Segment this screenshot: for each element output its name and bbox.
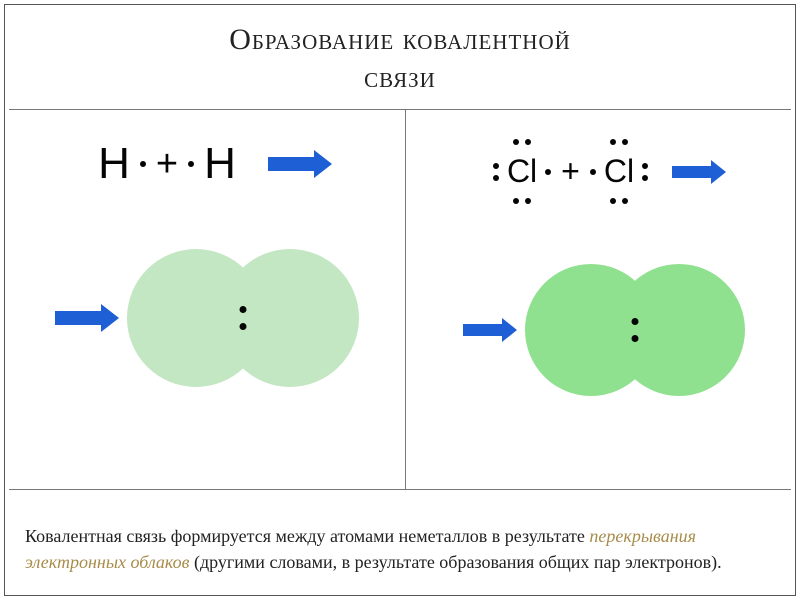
- cl-atom-right: Cl: [592, 139, 646, 204]
- cl-reactants-row: Cl + Cl: [406, 109, 800, 204]
- h-dot-right: [188, 161, 194, 167]
- cl-lonepair-bottom: [513, 198, 531, 204]
- h-symbol-left: H: [98, 139, 130, 188]
- title-line-1: Образование ковалентной: [229, 23, 571, 56]
- cl2-molecule: Cl Cl: [525, 264, 745, 396]
- caption-post: (другими словами, в результате образован…: [194, 552, 722, 572]
- cl-lonepair-top: [610, 139, 628, 145]
- caption-text: Ковалентная связь формируется между атом…: [25, 523, 775, 575]
- arrow-icon: [55, 311, 103, 325]
- cl-lonepair-right: [642, 163, 648, 181]
- h-dot-left: [140, 161, 146, 167]
- cl-product-row: Cl Cl: [406, 264, 800, 396]
- cl-single-dot-right: [545, 169, 551, 175]
- caption-pre: Ковалентная связь формируется между атом…: [25, 526, 589, 546]
- plus-sign-cl: +: [561, 153, 580, 190]
- shared-pair-cl2: [631, 318, 638, 342]
- cl-lonepair-top: [513, 139, 531, 145]
- h-symbol-right: H: [204, 139, 236, 188]
- cl-atom-left: Cl: [495, 139, 549, 204]
- cl-symbol: Cl: [507, 153, 537, 189]
- arrow-icon: [672, 166, 712, 178]
- cl-lonepair-bottom: [610, 198, 628, 204]
- arrow-icon: [268, 157, 316, 171]
- plus-sign-h: +: [156, 143, 178, 186]
- h-product-row: H H: [9, 249, 405, 387]
- h-atom-right: H: [190, 139, 236, 189]
- panel-chlorine: Cl + Cl: [406, 109, 800, 489]
- h-atom-left: H: [98, 139, 144, 189]
- h-reactants-row: H + H: [9, 109, 405, 189]
- cl-single-dot-left: [590, 169, 596, 175]
- arrow-icon: [463, 324, 503, 336]
- h2-molecule: H H: [127, 249, 359, 387]
- cl-symbol: Cl: [604, 153, 634, 189]
- panel-hydrogen: H + H H H: [9, 109, 405, 489]
- title-line-2: связи: [364, 61, 436, 94]
- shared-pair-h2: [240, 306, 247, 330]
- cl-lonepair-left: [493, 163, 499, 181]
- slide-title: Образование ковалентной связи: [5, 5, 795, 110]
- slide-frame: Образование ковалентной связи H + H: [4, 4, 796, 596]
- divider-bottom: [9, 489, 791, 490]
